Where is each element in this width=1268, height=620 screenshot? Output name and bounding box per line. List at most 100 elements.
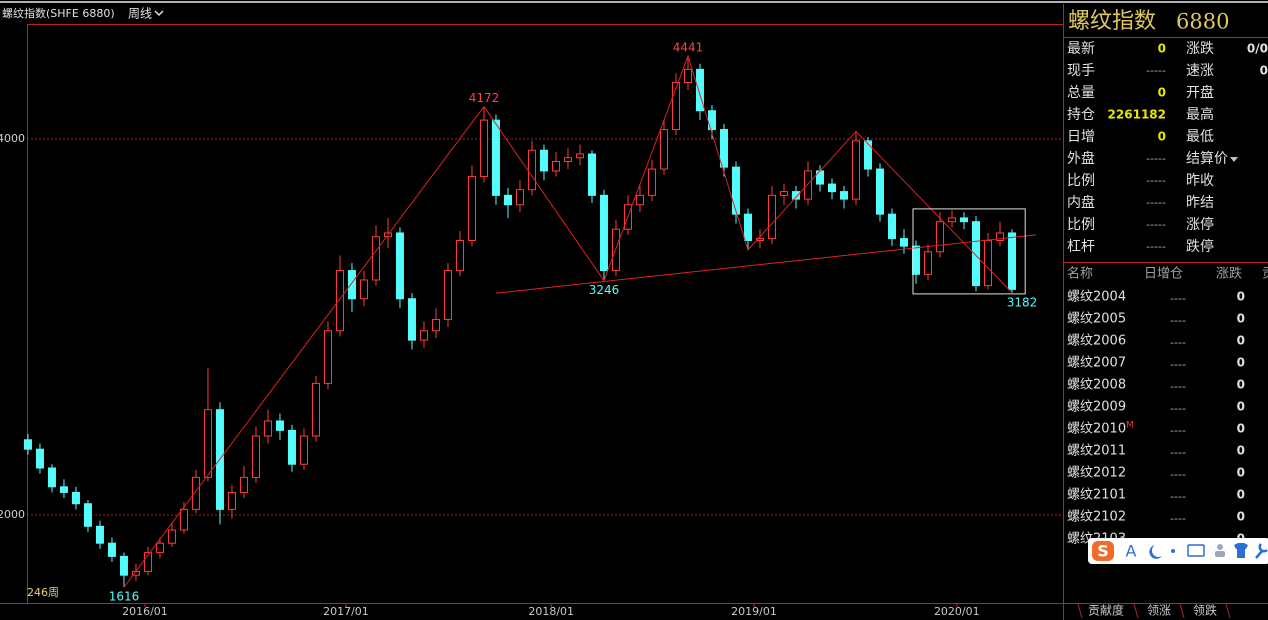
candle-body [419, 330, 428, 341]
contract-change: 0 [1237, 356, 1245, 370]
contract-change: 0 [1237, 510, 1245, 524]
contract-name: 螺纹2009 [1067, 400, 1126, 415]
tab-separators [1077, 603, 1231, 619]
candle-body [251, 435, 260, 478]
quote-value: ----- [1146, 64, 1166, 77]
candle-body [791, 191, 800, 200]
ime-tool-icon[interactable] [1255, 543, 1268, 559]
quote-label: 速涨 [1186, 63, 1214, 79]
candle-body [875, 168, 884, 215]
settle-dropdown[interactable] [1230, 157, 1238, 162]
contract-oi-change: ---- [1170, 446, 1186, 459]
quote-value: ----- [1146, 196, 1166, 209]
ime-keyboard-icon[interactable] [1187, 544, 1205, 557]
pivot-label: 1616 [109, 590, 140, 604]
candle-body [1007, 232, 1016, 290]
ime-punct-icon[interactable] [1171, 549, 1175, 553]
candle-body [395, 232, 404, 300]
quote-label: 开盘 [1186, 84, 1214, 101]
candle-body [47, 467, 56, 488]
candle-body [407, 298, 416, 341]
contract-change: 0 [1237, 466, 1245, 480]
quote-label: 比例 [1067, 173, 1095, 189]
contract-oi-change: ---- [1170, 402, 1186, 415]
quote-label: 外盘 [1067, 150, 1095, 167]
candle-body [263, 420, 272, 437]
quote-label: 内盘 [1067, 194, 1095, 211]
quote-value: 0 [1158, 130, 1166, 144]
candle-body [995, 232, 1004, 241]
quote-label: 昨结 [1186, 195, 1214, 211]
quote-label: 日增 [1067, 129, 1095, 145]
dropdown-chevron[interactable] [154, 10, 164, 17]
candle-body [959, 217, 968, 223]
candle-body [119, 555, 128, 576]
contract-oi-change: ---- [1170, 380, 1186, 393]
ime-logo-badge[interactable] [1092, 541, 1114, 561]
candle-body [647, 168, 656, 196]
contract-change: 0 [1237, 444, 1245, 458]
candle-body [527, 149, 536, 191]
candle-body [107, 542, 116, 557]
contract-name: 螺纹2011 [1067, 444, 1126, 459]
ime-moon-icon[interactable] [1149, 545, 1162, 559]
candle-body [155, 542, 164, 554]
ime-logo[interactable]: S [1097, 542, 1109, 561]
pivot-label: 3182 [1007, 295, 1038, 309]
candle-body [719, 129, 728, 168]
x-tick-label: 2019/01 [731, 605, 777, 618]
candle-body [299, 435, 308, 465]
quote-value: 0 [1158, 42, 1166, 56]
ime-user-icon[interactable] [1217, 544, 1223, 550]
quote-value: 0 [1260, 64, 1268, 78]
candle-body [347, 270, 356, 300]
candle-body [191, 476, 200, 510]
list-header: 日增仓 [1144, 267, 1183, 282]
candle-body [443, 270, 452, 320]
candle-body [659, 129, 668, 170]
list-header: 名称 [1067, 266, 1093, 282]
panel-tab[interactable]: 领跌 [1193, 603, 1217, 618]
contract-oi-change: ---- [1170, 468, 1186, 481]
contract-name: 螺纹2007 [1067, 356, 1126, 371]
candle-body [59, 486, 68, 493]
panel-tab[interactable]: 领涨 [1147, 603, 1171, 618]
candle-body [575, 153, 584, 159]
candle-body [203, 409, 212, 478]
ime-skin-icon[interactable] [1234, 543, 1248, 558]
pivot-label: 4172 [469, 91, 500, 105]
ime-mode[interactable]: A [1126, 542, 1137, 561]
contract-name: 螺纹2101 [1067, 488, 1126, 503]
quote-label: 持仓 [1067, 107, 1095, 123]
contract-oi-change: ---- [1170, 314, 1186, 327]
contract-oi-change: ---- [1170, 424, 1186, 437]
pivot-label: 4441 [673, 41, 704, 55]
candle-body [707, 110, 716, 131]
candle-body [899, 238, 908, 247]
candle-body [311, 382, 320, 437]
contract-name: 螺纹2010 [1067, 422, 1126, 437]
panel-tab[interactable]: 贡献度 [1088, 603, 1124, 618]
contract-change: 0 [1237, 312, 1245, 326]
contract-oi-change: ---- [1170, 490, 1186, 503]
candle-body [827, 183, 836, 193]
candle-body [839, 191, 848, 200]
contract-change: 0 [1237, 422, 1245, 436]
x-tick-label: 2020/01 [934, 605, 980, 618]
contract-change: 0 [1237, 378, 1245, 392]
quote-value: ----- [1146, 240, 1166, 253]
candle-body [455, 239, 464, 272]
candle-body [515, 189, 524, 206]
ime-user-body [1215, 551, 1225, 557]
quote-label: 涨跌 [1186, 41, 1214, 57]
contract-oi-change: ---- [1170, 512, 1186, 525]
quote-label: 最新 [1067, 41, 1095, 57]
period-selector[interactable]: 周线 [128, 7, 152, 21]
candle-body [935, 221, 944, 253]
candle-body [599, 194, 608, 272]
candle-body [467, 176, 476, 241]
quote-value: 2261182 [1108, 108, 1166, 122]
candle-body [563, 157, 572, 163]
candle-body [587, 153, 596, 196]
quote-value: 0/0 [1247, 42, 1268, 56]
